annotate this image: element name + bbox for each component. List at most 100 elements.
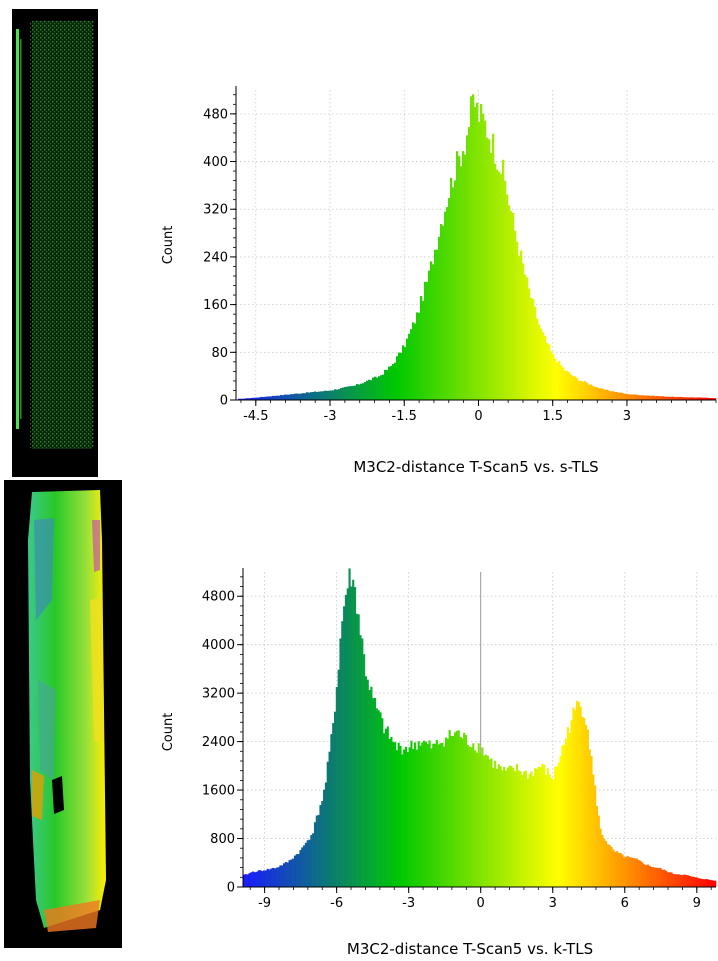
histogram-bar	[481, 747, 484, 887]
point-cloud-k-tls-image	[4, 480, 122, 948]
histogram-bar	[530, 771, 533, 887]
x-tick-label: -4.5	[243, 409, 268, 424]
histogram-bar	[506, 767, 509, 887]
histogram-bar	[561, 745, 564, 887]
x-axis-label: M3C2-distance T-Scan5 vs. k-TLS	[347, 940, 593, 958]
histogram-bar	[619, 852, 622, 887]
histogram-bar	[412, 749, 415, 887]
histogram-bar	[293, 855, 297, 887]
histogram-bar	[244, 398, 247, 400]
histogram-bar	[454, 732, 457, 887]
histogram-bar	[670, 396, 673, 400]
histogram-bar	[412, 322, 415, 400]
histogram-bar	[319, 805, 322, 887]
histogram-bar	[430, 748, 433, 887]
histogram-bar	[426, 743, 429, 887]
histogram-bar	[255, 871, 258, 887]
histogram-bar	[599, 828, 602, 887]
histogram-bar	[276, 395, 279, 400]
histogram-bar	[370, 380, 373, 400]
histogram-bar	[680, 396, 683, 400]
histogram-bar	[662, 396, 665, 400]
histogram-bar	[684, 397, 687, 400]
histogram-bar	[574, 376, 577, 400]
histogram-bar	[346, 588, 349, 887]
histogram-bar	[658, 396, 661, 400]
histogram-bar	[546, 768, 549, 887]
histogram-bar	[560, 365, 563, 400]
histogram-bar	[341, 621, 344, 887]
histogram-bar	[393, 742, 397, 887]
histogram-bar	[488, 759, 491, 887]
histogram-bar	[292, 394, 295, 400]
histogram-bar	[604, 389, 607, 400]
histogram-bar	[268, 396, 271, 400]
histogram-bar	[597, 815, 600, 887]
histogram-bar	[514, 230, 517, 400]
histogram-bar	[595, 805, 599, 887]
histogram-bar	[439, 743, 442, 887]
histogram-bar	[592, 386, 595, 400]
histogram-bar	[352, 385, 355, 400]
histogram-bar	[544, 774, 548, 887]
histogram-bar	[379, 712, 382, 887]
histogram-bar	[368, 379, 371, 400]
histogram-bar	[366, 679, 369, 887]
histogram-bar	[323, 789, 326, 887]
histogram-bar	[628, 394, 631, 400]
histogram-bar	[655, 867, 659, 887]
histogram-bar	[326, 390, 329, 400]
histogram-bar	[288, 394, 291, 400]
histogram-bar	[330, 734, 333, 887]
histogram-bar	[312, 833, 315, 887]
histogram-bar	[536, 318, 539, 400]
histogram-bar	[377, 710, 380, 887]
histogram-bar	[456, 151, 459, 400]
histogram-bar	[621, 854, 624, 887]
histogram-bar	[635, 858, 639, 887]
histogram-bar	[570, 720, 573, 887]
histogram-bar	[394, 362, 397, 400]
x-tick-label: 6	[621, 896, 629, 911]
histogram-bar	[384, 369, 387, 400]
histogram-bar	[512, 212, 515, 400]
histogram-bar	[406, 338, 409, 400]
histogram-bar	[650, 395, 653, 400]
histogram-bar	[568, 372, 571, 400]
histogram-bar	[490, 152, 493, 400]
histogram-bar	[480, 103, 483, 400]
histogram-bar	[390, 366, 393, 400]
histogram-bar	[622, 393, 625, 400]
histogram-bar	[523, 771, 526, 887]
histogram-bar	[596, 387, 599, 400]
histogram-bar	[238, 398, 241, 400]
histogram-bar	[668, 872, 671, 887]
histogram-bar	[475, 752, 478, 887]
histogram-bar	[404, 347, 407, 400]
histogram-bar	[642, 395, 645, 400]
histogram-bar	[398, 352, 401, 400]
histogram-bar	[700, 397, 703, 400]
histogram-bar	[274, 395, 277, 400]
histogram-bar	[703, 879, 706, 887]
histogram-bar	[464, 154, 467, 400]
histogram-bar	[356, 383, 359, 400]
histogram-bar	[496, 169, 499, 400]
histogram-bar	[514, 771, 517, 887]
histogram-bar	[648, 395, 651, 400]
histogram-bar	[259, 870, 262, 887]
histogram-bar	[659, 868, 662, 887]
histogram-bar	[403, 749, 406, 887]
histogram-bar	[678, 396, 681, 400]
histogram-bar	[248, 398, 251, 400]
histogram-bar	[672, 873, 675, 887]
histogram-bar	[254, 397, 257, 400]
histogram-bar	[694, 397, 697, 400]
histogram-bar	[402, 345, 405, 400]
histogram-bar	[474, 750, 477, 887]
histogram-bar	[392, 741, 395, 887]
histogram-bar	[558, 360, 561, 400]
histogram-bar	[430, 261, 433, 400]
histogram-bar	[706, 397, 709, 400]
histogram-bar	[608, 390, 611, 400]
